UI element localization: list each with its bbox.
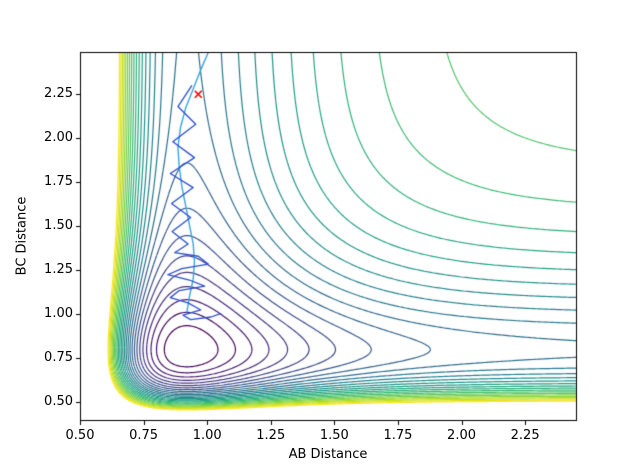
- y-axis-title: BC Distance: [14, 196, 30, 276]
- y-tick-label: 1.75: [44, 174, 73, 190]
- y-tick-label: 2.25: [44, 86, 73, 102]
- x-tick-label: 1.25: [256, 428, 286, 443]
- y-tick-label: 1.00: [44, 306, 73, 322]
- x-tick-label: 2.00: [447, 428, 476, 443]
- x-tick-label: 1.50: [319, 428, 349, 443]
- y-tick-label: 0.50: [44, 394, 73, 410]
- x-tick-label: 0.75: [129, 428, 159, 443]
- x-axis-title: AB Distance: [288, 447, 368, 462]
- y-tick-label: 2.00: [44, 130, 73, 146]
- y-tick-label: 1.50: [44, 218, 73, 234]
- y-tick-label: 1.25: [44, 262, 73, 278]
- y-tick-label: 0.75: [44, 350, 73, 366]
- x-tick-label: 0.50: [65, 428, 95, 443]
- x-tick-label: 2.25: [510, 428, 540, 443]
- x-tick-label: 1.75: [383, 428, 413, 443]
- x-tick-label: 1.00: [192, 428, 222, 443]
